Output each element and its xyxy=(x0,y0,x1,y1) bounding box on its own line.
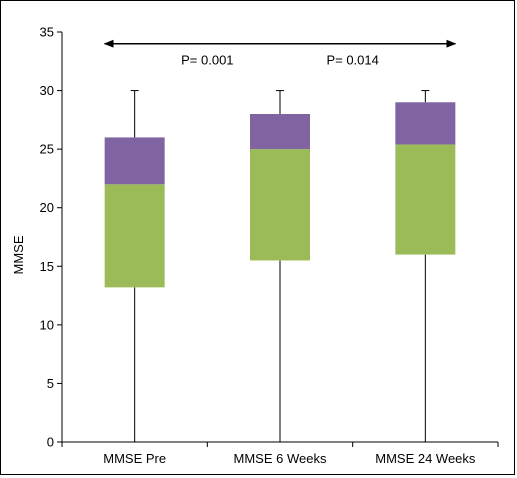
y-tick-label: 20 xyxy=(40,200,54,215)
y-tick-label: 25 xyxy=(40,142,54,157)
lower-box-segment xyxy=(395,144,456,255)
y-tick-label: 30 xyxy=(40,83,54,98)
y-tick-label: 15 xyxy=(40,259,54,274)
x-category-label: MMSE Pre xyxy=(103,451,166,466)
boxes xyxy=(104,90,456,442)
axes: 0 5 10 15 20 25 30 35 MMSE Pre MMSE 6 Weeks MMSE 2… xyxy=(40,25,499,466)
upper-box-segment xyxy=(250,114,310,150)
annotations: P= 0.001 P= 0.014 xyxy=(103,39,457,68)
y-axis-label: MMSE xyxy=(11,235,26,274)
x-category-label: MMSE 6 Weeks xyxy=(234,451,327,466)
y-tick-label: 10 xyxy=(40,317,54,332)
lower-box-segment xyxy=(250,149,310,261)
p-value-label: P= 0.014 xyxy=(326,53,378,68)
lower-box-segment xyxy=(104,184,165,288)
y-tick-label: 0 xyxy=(47,435,54,450)
upper-box-segment xyxy=(395,102,456,145)
y-tick-label: 5 xyxy=(47,376,54,391)
upper-box-segment xyxy=(104,137,165,185)
p-value-label: P= 0.001 xyxy=(181,53,233,68)
y-tick-label: 35 xyxy=(40,25,54,40)
x-category-label: MMSE 24 Weeks xyxy=(375,451,476,466)
